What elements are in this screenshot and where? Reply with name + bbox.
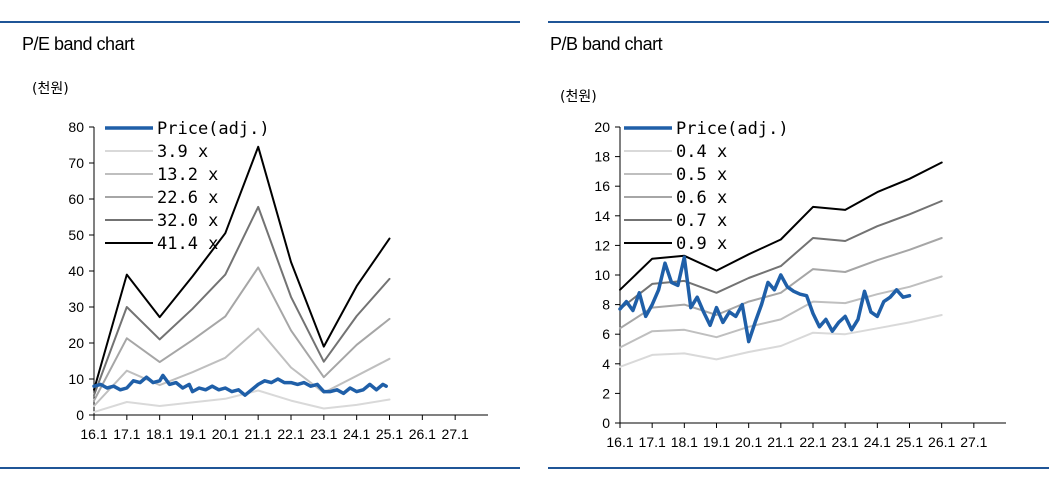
series-line-4	[619, 161, 943, 291]
x-tick-label: 23.1	[310, 426, 337, 442]
chart-title: P/B band chart	[550, 34, 663, 54]
unit-label: (천원)	[32, 81, 69, 97]
y-tick-label: 50	[68, 227, 84, 243]
series-line-5	[92, 373, 388, 397]
legend-label: 0.6 x	[676, 188, 727, 208]
x-tick-label: 16.1	[80, 426, 107, 442]
y-tick-label: 6	[602, 326, 610, 342]
x-tick-label: 19.1	[179, 426, 206, 442]
y-tick-label: 70	[68, 155, 84, 171]
y-tick-label: 10	[68, 371, 84, 387]
x-tick-label: 25.1	[896, 434, 923, 450]
x-tick-label: 16.1	[606, 434, 633, 450]
y-tick-label: 10	[594, 267, 610, 283]
x-tick-label: 26.1	[409, 426, 436, 442]
pb-band-panel: P/B band chart (천원) 0 2 4 6 8 10 12 14 16 18 20 16.…	[548, 0, 1049, 487]
y-tick-label: 0	[76, 407, 84, 423]
series-line-3	[93, 205, 391, 397]
x-tick-label: 17.1	[113, 426, 140, 442]
x-tick-label: 21.1	[245, 426, 272, 442]
legend-label: 3.9 x	[157, 142, 208, 162]
legend-label: 13.2 x	[157, 165, 218, 185]
x-tick-label: 20.1	[212, 426, 239, 442]
x-tick-label: 22.1	[277, 426, 304, 442]
x-tick-label: 27.1	[442, 426, 469, 442]
legend-label: 32.0 x	[157, 211, 218, 231]
legend-label: Price(adj.)	[157, 119, 270, 139]
y-tick-label: 40	[68, 263, 84, 279]
pb-band-chart: 0 2 4 6 8 10 12 14 16 18 20 16.1 17.1 18.1 19.1 20.1 21.…	[594, 119, 1006, 450]
y-tick-label: 60	[68, 191, 84, 207]
x-tick-label: 19.1	[703, 434, 730, 450]
x-tick-label: 25.1	[376, 426, 403, 442]
unit-label: (천원)	[560, 89, 597, 105]
x-tick-label: 24.1	[864, 434, 891, 450]
x-tick-label: 26.1	[928, 434, 955, 450]
series-line-5	[618, 255, 912, 344]
y-tick-label: 12	[594, 237, 610, 253]
y-tick-label: 18	[594, 149, 610, 165]
x-tick-label: 17.1	[639, 434, 666, 450]
x-tick-label: 21.1	[767, 434, 794, 450]
series-line-0	[619, 314, 943, 368]
y-tick-label: 20	[68, 335, 84, 351]
series-line-2	[93, 266, 391, 402]
top-rule	[548, 21, 1049, 23]
series-line-2	[619, 237, 943, 330]
x-tick-label: 22.1	[799, 434, 826, 450]
x-tick-label: 24.1	[343, 426, 370, 442]
x-tick-label: 20.1	[735, 434, 762, 450]
series-line-1	[619, 275, 943, 349]
series-line-4	[93, 145, 391, 391]
pe-band-chart: 0 10 20 30 40 50 60 70 80 16.1 17.1 18.1 19.1 20.1 21.…	[68, 119, 488, 442]
x-tick-label: 18.1	[146, 426, 173, 442]
legend-label: 0.9 x	[676, 234, 727, 254]
pe-band-panel: P/E band chart (천원) 0 10 20 30 40 50 60 70 80 16.…	[0, 0, 520, 487]
x-tick-label: 23.1	[832, 434, 859, 450]
y-tick-label: 4	[602, 356, 610, 372]
legend-label: 22.6 x	[157, 188, 218, 208]
y-tick-label: 2	[602, 385, 610, 401]
y-tick-label: 80	[68, 119, 84, 135]
x-tick-label: 18.1	[671, 434, 698, 450]
top-rule	[0, 21, 520, 23]
bottom-rule	[548, 467, 1049, 469]
y-tick-label: 20	[594, 119, 610, 135]
legend-label: 0.5 x	[676, 165, 727, 185]
legend-label: 0.4 x	[676, 142, 727, 162]
bottom-rule	[0, 467, 520, 469]
legend-label: Price(adj.)	[676, 119, 789, 139]
legend-label: 41.4 x	[157, 234, 218, 254]
y-tick-label: 0	[602, 415, 610, 431]
x-tick-label: 27.1	[960, 434, 987, 450]
chart-title: P/E band chart	[22, 34, 135, 54]
y-tick-label: 30	[68, 299, 84, 315]
y-tick-label: 14	[594, 208, 610, 224]
y-tick-label: 16	[594, 178, 610, 194]
y-tick-label: 8	[602, 297, 610, 313]
legend-label: 0.7 x	[676, 211, 727, 231]
